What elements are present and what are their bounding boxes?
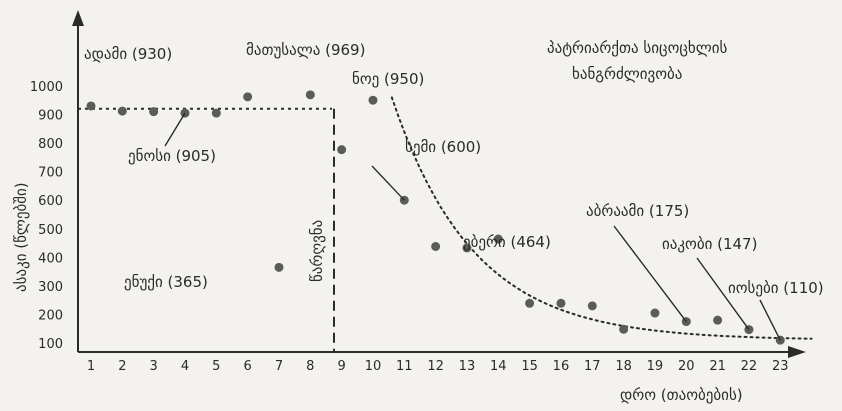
x-tick-label: 16 — [553, 359, 570, 374]
annotation-joseph: იოსები (110) — [728, 279, 824, 297]
data-point — [713, 315, 723, 325]
leader-line — [613, 225, 687, 323]
x-tick-label: 15 — [521, 359, 538, 374]
x-tick-label: 19 — [647, 359, 664, 374]
x-tick-label: 10 — [365, 359, 382, 374]
data-point — [149, 107, 159, 117]
leader-line — [759, 299, 781, 341]
y-tick-label: 100 — [38, 337, 63, 352]
x-tick-label: 22 — [741, 359, 758, 374]
x-tick-label: 6 — [244, 359, 252, 374]
data-point — [650, 308, 660, 318]
leader-line — [164, 112, 186, 147]
flood-label: წარღვნა — [308, 220, 326, 282]
x-tick-label: 7 — [275, 359, 283, 374]
chart-title-line-2: ხანგრძლივობა — [572, 65, 682, 83]
leader-line — [696, 257, 750, 330]
data-point — [493, 234, 503, 244]
tick-labels: 1 2 3 4 5 6 7 8 9 10 11 12 13 14 15 16 17 18 19 20 21 22 23100… — [30, 80, 789, 374]
data-point — [431, 241, 441, 251]
annotation-eber: ებერი (464) — [463, 233, 551, 251]
y-tick-label: 800 — [38, 137, 63, 152]
annotation-enoch: ენუქი (365) — [124, 273, 208, 291]
x-tick-label: 11 — [396, 359, 413, 374]
y-tick-label: 900 — [38, 109, 63, 124]
y-tick-label: 400 — [38, 251, 63, 266]
data-point — [368, 95, 378, 105]
data-point — [305, 90, 315, 100]
annotation-adam: ადამი (930) — [84, 45, 172, 63]
x-tick-label: 14 — [490, 359, 507, 374]
annotation-shem: სემი (600) — [405, 138, 481, 156]
annotation-jacob: იაკობი (147) — [662, 235, 757, 253]
y-tick-label: 300 — [38, 280, 63, 295]
y-tick-label: 600 — [38, 194, 63, 209]
x-tick-label: 2 — [118, 359, 126, 374]
x-tick-label: 18 — [615, 359, 632, 374]
guide-lines — [78, 96, 813, 352]
x-tick-label: 9 — [337, 359, 345, 374]
data-point — [462, 243, 472, 253]
data-point — [274, 262, 284, 272]
data-point — [86, 101, 96, 111]
x-tick-label: 13 — [459, 359, 476, 374]
x-tick-label: 17 — [584, 359, 601, 374]
annotation-methuselah: მათუსალა (969) — [246, 41, 365, 59]
x-tick-label: 3 — [150, 359, 158, 374]
annotation-noah: ნოე (950) — [352, 70, 424, 88]
x-tick-label: 21 — [709, 359, 726, 374]
x-tick-label: 4 — [181, 359, 189, 374]
x-axis-title: დრო (თაობების) — [620, 386, 743, 404]
y-axis-arrow — [72, 10, 84, 26]
data-point — [587, 301, 597, 311]
y-tick-label: 200 — [38, 308, 63, 323]
y-tick-label: 500 — [38, 223, 63, 238]
annotation-abraham: აბრაამი (175) — [586, 202, 689, 220]
data-point — [337, 145, 347, 155]
y-axis-title: ასაკი (წლებში) — [12, 182, 30, 292]
axes — [72, 10, 806, 358]
x-tick-label: 8 — [306, 359, 314, 374]
x-tick-label: 23 — [772, 359, 789, 374]
leader-lines — [164, 112, 781, 341]
x-tick-label: 20 — [678, 359, 695, 374]
x-tick-label: 12 — [427, 359, 444, 374]
y-tick-label: 1000 — [30, 80, 63, 95]
data-point — [525, 298, 535, 308]
x-tick-label: 1 — [87, 359, 95, 374]
leader-line — [371, 165, 405, 201]
x-axis-arrow — [788, 346, 806, 358]
chart-title-line-1: პატრიარქთა სიცოცხლის — [547, 39, 727, 57]
y-tick-label: 700 — [38, 166, 63, 181]
data-points — [86, 90, 785, 345]
annotation-enosh: ენოსი (905) — [128, 147, 216, 165]
data-point — [243, 92, 253, 102]
data-point — [117, 106, 127, 116]
decay-curve — [390, 96, 813, 340]
x-tick-label: 5 — [212, 359, 220, 374]
data-point — [619, 324, 629, 334]
data-point — [211, 108, 221, 118]
data-point — [556, 298, 566, 308]
